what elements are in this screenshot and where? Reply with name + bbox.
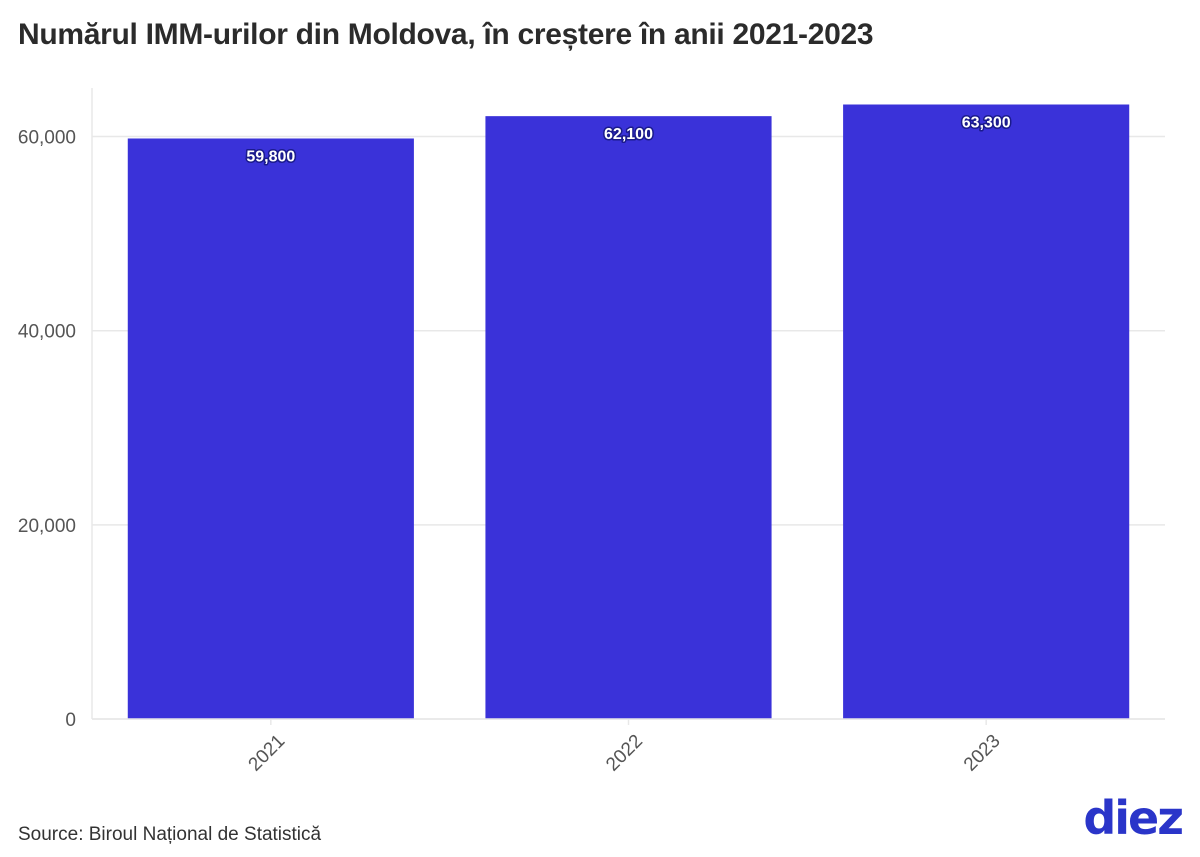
- x-tick-label: 2022: [602, 731, 647, 776]
- x-tick-label: 2023: [960, 731, 1005, 776]
- bar-value-label: 63,300: [962, 115, 1011, 132]
- y-tick-label: 0: [65, 710, 76, 731]
- source-note: Source: Biroul Național de Statistică: [18, 824, 322, 845]
- bar-2023: [843, 104, 1130, 720]
- chart-title: Numărul IMM-urilor din Moldova, în creșt…: [18, 18, 874, 51]
- bar-value-label: 59,800: [246, 148, 295, 165]
- value-labels: 59,800 62,100 63,300: [245, 113, 1012, 167]
- bar-value-label: 62,100: [604, 126, 653, 143]
- brand-logo[interactable]: diez: [1083, 791, 1184, 845]
- y-axis: 0 20,000 40,000 60,000: [18, 128, 76, 731]
- bar-2022: [485, 116, 772, 720]
- y-tick-label: 60,000: [18, 128, 76, 149]
- y-tick-label: 20,000: [18, 516, 76, 537]
- x-axis: 2021 2022 2023: [92, 718, 1165, 776]
- x-tick-label: 2021: [245, 731, 290, 776]
- bar-2021: [127, 138, 414, 720]
- y-tick-label: 40,000: [18, 322, 76, 343]
- bars: [127, 104, 1130, 720]
